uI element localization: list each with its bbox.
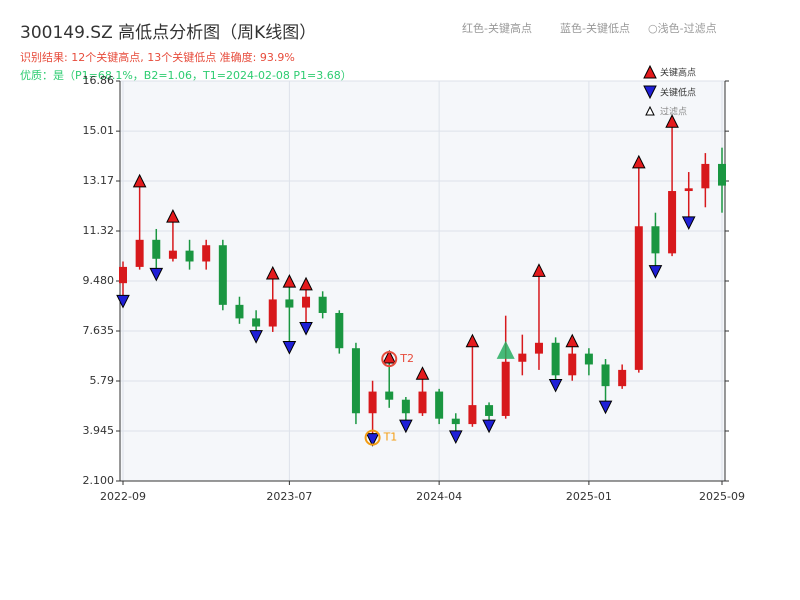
legend-marker <box>645 105 655 116</box>
x-tick-label: 2022-09 <box>100 490 146 503</box>
key-high <box>465 333 480 348</box>
y-tick-label: 7.635 <box>83 324 115 337</box>
header-legend: ○浅色-过滤点 <box>648 21 717 35</box>
candle-body <box>335 312 344 349</box>
candle-body <box>501 361 510 416</box>
candle-body <box>435 391 444 419</box>
candle-body <box>218 245 227 305</box>
key-low <box>448 430 463 445</box>
candle-body <box>668 191 677 254</box>
candle-body <box>551 342 560 376</box>
candle-body <box>451 418 460 425</box>
candle-body <box>418 391 427 414</box>
x-tick-label: 2025-09 <box>699 490 745 503</box>
key-high <box>382 349 397 364</box>
annotation-circle <box>381 351 398 368</box>
legend-label: 关键高点 <box>660 67 696 79</box>
candle-body <box>318 296 327 313</box>
candle-body <box>534 342 543 354</box>
candle-body <box>135 239 144 267</box>
key-high <box>415 366 430 380</box>
candle-body <box>235 304 244 319</box>
header-legend: 蓝色-关键低点 <box>560 21 630 35</box>
key-low <box>648 265 663 279</box>
key-high <box>166 209 180 223</box>
annotation-label: T1 <box>383 431 398 444</box>
y-tick-label: 3.945 <box>83 424 115 437</box>
candle-body <box>618 369 627 387</box>
key-low <box>299 322 313 336</box>
y-tick-label: 16.86 <box>83 74 115 87</box>
key-high <box>299 276 313 291</box>
candle-body <box>252 318 261 327</box>
key-high <box>532 263 546 277</box>
candle-body <box>634 226 643 370</box>
header-legend: 红色-关键高点 <box>462 21 532 35</box>
chart-title: 300149.SZ 高低点分析图（周K线图） <box>20 23 316 43</box>
legend-label: 过滤点 <box>660 106 687 118</box>
candle-body <box>401 399 410 414</box>
x-tick-label: 2023-07 <box>266 490 312 503</box>
key-high <box>631 154 646 169</box>
annotation-circle <box>364 429 381 446</box>
candle-body <box>385 391 394 400</box>
candle-body <box>684 188 693 192</box>
candle-body <box>368 391 377 414</box>
legend-marker <box>643 85 657 100</box>
key-low <box>249 330 263 344</box>
candle-body <box>152 239 161 259</box>
candle-body <box>351 348 360 414</box>
candle-body <box>584 353 593 365</box>
candle-body <box>701 163 710 189</box>
x-tick-label: 2024-04 <box>416 490 462 503</box>
candle-body <box>468 405 477 425</box>
annotation-label: T2 <box>399 352 414 365</box>
key-low <box>598 400 613 415</box>
candle-body <box>518 353 527 362</box>
key-low <box>365 433 380 447</box>
quality-note: 优质：是（P1=68.1%，B2=1.06，T1=2024-02-08 P1=3… <box>20 69 352 82</box>
candle-body <box>718 163 726 186</box>
candle-body <box>268 299 277 327</box>
candle-body <box>119 266 127 284</box>
key-high <box>265 265 280 280</box>
legend-label: 关键低点 <box>660 87 696 99</box>
candle-body <box>651 226 660 254</box>
key-high <box>565 333 580 348</box>
y-tick-label: 5.79 <box>90 374 115 387</box>
key-low <box>482 419 496 434</box>
candle-body <box>601 364 610 387</box>
key-high <box>665 114 679 128</box>
candle-body <box>185 250 194 262</box>
signal-marker <box>496 340 515 359</box>
key-low <box>282 340 297 355</box>
candle-body <box>168 250 177 259</box>
candle-body <box>202 245 211 262</box>
y-tick-label: 15.01 <box>83 124 115 137</box>
y-tick-label: 2.100 <box>83 474 115 487</box>
key-low <box>149 267 164 282</box>
candle-body <box>568 353 577 376</box>
key-low <box>681 216 696 230</box>
subtitle: 识别结果: 12个关键高点, 13个关键低点 准确度: 93.9% <box>20 50 295 64</box>
candle-body <box>485 405 494 416</box>
x-tick-label: 2025-01 <box>566 490 612 503</box>
key-low <box>399 419 413 434</box>
key-low <box>548 378 563 393</box>
legend-marker <box>643 64 657 79</box>
candle-body <box>302 296 311 308</box>
y-tick-label: 13.17 <box>83 174 115 187</box>
y-tick-label: 9.480 <box>83 274 115 287</box>
key-high <box>132 173 147 188</box>
y-tick-label: 11.32 <box>83 224 115 237</box>
candle-body <box>285 299 294 308</box>
key-low <box>116 294 130 309</box>
key-high <box>282 274 297 288</box>
